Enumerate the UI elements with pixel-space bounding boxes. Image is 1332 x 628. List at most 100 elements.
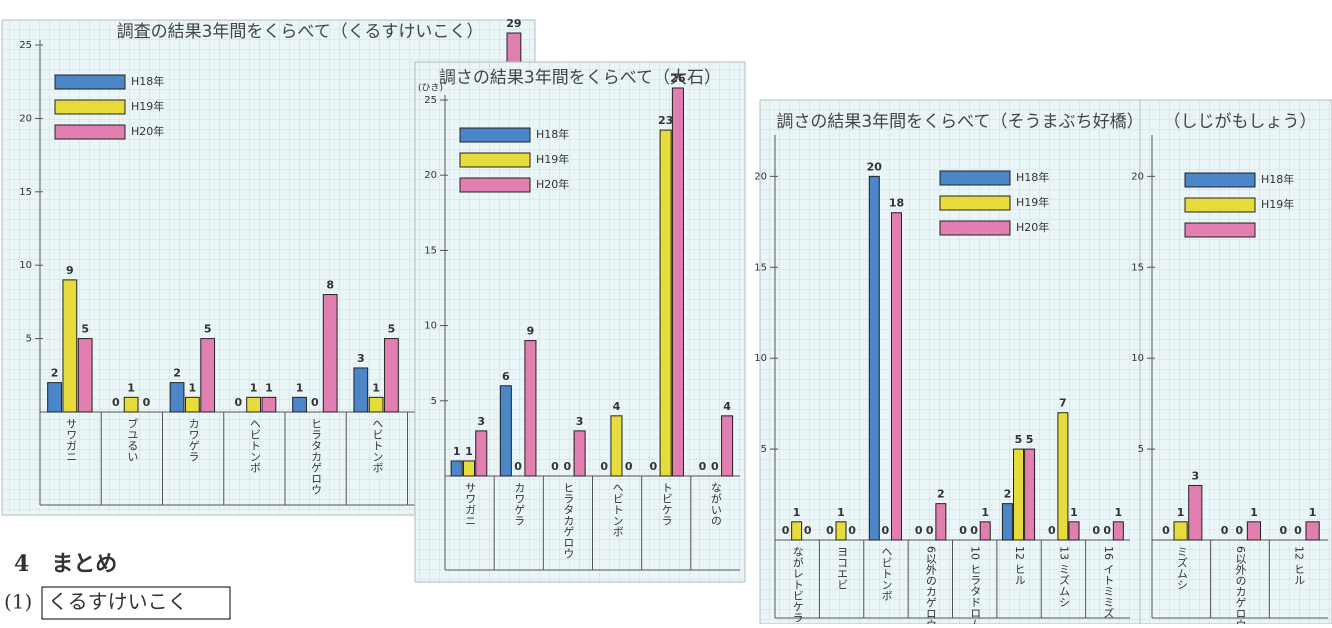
- bar-value-label: 1: [1250, 506, 1258, 519]
- bar: [935, 503, 947, 541]
- bar-value-label: 0: [1221, 524, 1229, 537]
- bar-value-label: 0: [882, 524, 890, 537]
- bar: [1305, 521, 1320, 541]
- bar: [890, 212, 902, 541]
- chart: 調さの結果3年間をくらべて（大石）(ひき) 5 10 15 20 25 サワガニ 1 1 3 カワゲ…: [414, 61, 746, 583]
- bar-value-label: 0: [1103, 524, 1111, 537]
- bar-value-label: 0: [1294, 524, 1302, 537]
- bar: [384, 338, 399, 413]
- y-tick-label: 10: [19, 260, 32, 271]
- bar: [1024, 448, 1036, 541]
- legend-swatch: [54, 74, 126, 90]
- bar-value-label: 1: [793, 506, 801, 519]
- bar-value-label: 1: [1115, 506, 1123, 519]
- x-tick-label: ヘビトンボ: [248, 418, 261, 473]
- legend-swatch: [1184, 172, 1256, 188]
- bar-value-label: 0: [711, 460, 719, 473]
- bar-value-label: 23: [658, 114, 673, 127]
- bar: [322, 294, 338, 413]
- y-tick-label: 10: [1131, 353, 1144, 364]
- bar: [868, 175, 880, 541]
- bar-value-label: 0: [563, 460, 571, 473]
- y-tick-label: 15: [19, 187, 32, 198]
- y-tick-label: 25: [424, 95, 437, 106]
- legend-swatch: [459, 127, 531, 143]
- legend-swatch: [939, 170, 1011, 186]
- y-tick-label: 20: [1131, 171, 1144, 182]
- bar-value-label: 29: [506, 17, 521, 30]
- bar: [368, 396, 384, 413]
- bar: [721, 415, 734, 477]
- bar: [1246, 521, 1262, 541]
- bar: [169, 382, 185, 413]
- bar-value-label: 1: [1070, 506, 1078, 519]
- legend-label: H18年: [1016, 170, 1049, 184]
- bar-value-label: 2: [1004, 488, 1012, 501]
- x-tick-label: ながいの: [709, 482, 722, 526]
- bar: [659, 129, 672, 477]
- bar-value-label: 0: [1092, 524, 1100, 537]
- bar-value-label: 1: [1177, 506, 1185, 519]
- y-tick-label: 15: [754, 262, 767, 273]
- bar-value-label: 0: [600, 460, 608, 473]
- bar-value-label: 7: [1059, 397, 1067, 410]
- y-tick-label: 5: [1138, 444, 1144, 455]
- bar-value-label: 5: [1026, 433, 1034, 446]
- bar-value-label: 0: [804, 524, 812, 537]
- bar: [610, 415, 623, 477]
- chart-title: 調査の結果3年間をくらべて（くるすけいこく）: [117, 22, 484, 42]
- bar-value-label: 1: [189, 381, 197, 394]
- bar-value-label: 5: [204, 323, 212, 336]
- bar: [462, 460, 475, 477]
- bar-value-label: 4: [613, 400, 621, 413]
- legend-label: H19年: [1016, 195, 1049, 209]
- x-tick-label: ヘビトンボ: [371, 418, 384, 473]
- legend-label: H18年: [131, 74, 164, 88]
- bar-value-label: 0: [699, 460, 707, 473]
- bar: [979, 521, 991, 541]
- x-tick-label: ヒラタカゲロウ: [310, 418, 323, 495]
- bar-value-label: 2: [173, 367, 181, 380]
- x-tick-label: 12 ヒル: [1013, 546, 1026, 586]
- bar-value-label: 1: [296, 381, 304, 394]
- legend-swatch: [54, 99, 126, 115]
- chart-title: 調さの結果3年間をくらべて（大石）: [439, 68, 721, 88]
- bar: [1057, 412, 1069, 541]
- y-axis-label: (ひき): [418, 83, 443, 94]
- bar-value-label: 1: [465, 445, 473, 458]
- chart-title: 調さの結果3年間をくらべて（そうまぶち好橋）: [776, 112, 1143, 132]
- bar-value-label: 0: [625, 460, 633, 473]
- summary-boxed: くるすけいこく: [48, 590, 188, 614]
- y-tick-label: 25: [19, 40, 32, 51]
- x-tick-label: ヘビトンボ: [611, 482, 624, 537]
- bar-value-label: 3: [357, 352, 365, 365]
- x-tick-label: 6以外のカゲロウ: [924, 546, 937, 624]
- bar-value-label: 1: [1309, 506, 1317, 519]
- legend-label: H19年: [131, 99, 164, 113]
- x-tick-label: ブユるい: [126, 417, 139, 462]
- bar: [1068, 521, 1080, 541]
- bar-value-label: 3: [477, 415, 485, 428]
- bar-value-label: 1: [981, 506, 989, 519]
- bar-value-label: 3: [1191, 469, 1199, 482]
- bar-value-label: 0: [112, 396, 120, 409]
- bar: [671, 87, 684, 477]
- bar-value-label: 0: [970, 524, 978, 537]
- legend-swatch: [459, 177, 531, 193]
- y-tick-label: 15: [424, 245, 437, 256]
- x-tick-label: サワガニ: [65, 418, 78, 462]
- x-tick-label: カワゲラ: [187, 418, 200, 462]
- bar-value-label: 9: [527, 325, 535, 338]
- paper: [414, 61, 746, 583]
- bar: [246, 396, 261, 413]
- bar-value-label: 0: [234, 396, 242, 409]
- bar: [261, 396, 277, 413]
- legend-swatch: [459, 152, 531, 168]
- bar-value-label: 1: [250, 381, 258, 394]
- y-tick-label: 5: [26, 334, 32, 345]
- legend-label: H19年: [536, 152, 569, 166]
- bar: [791, 521, 803, 541]
- x-tick-label: ヨコエビ: [836, 546, 849, 590]
- bar: [62, 279, 78, 413]
- bar-value-label: 1: [372, 381, 380, 394]
